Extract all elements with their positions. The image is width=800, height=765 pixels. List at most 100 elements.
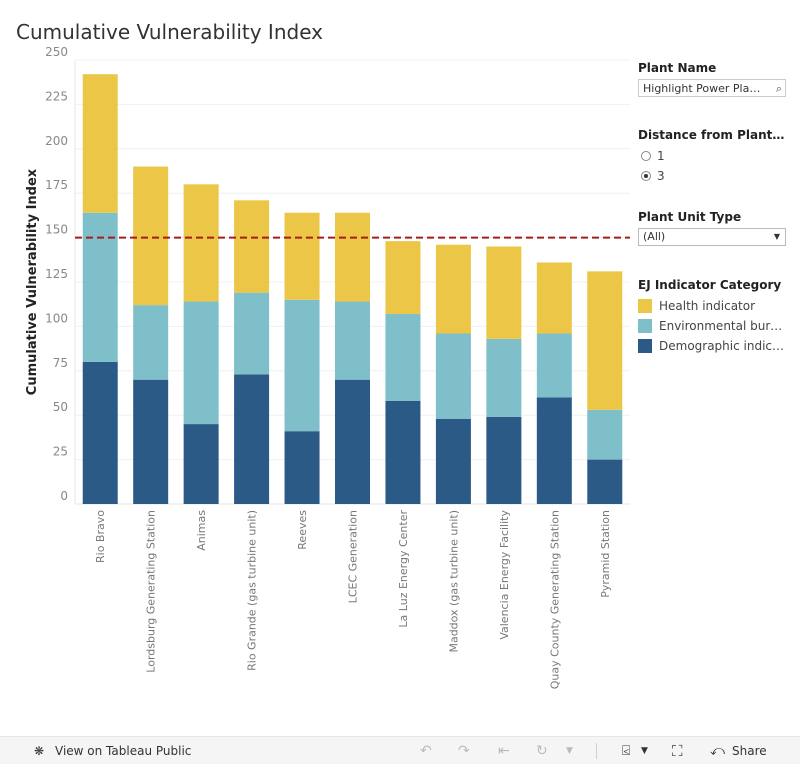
toolbar-divider (596, 743, 597, 759)
legend-item-label: Health indicator (659, 299, 785, 313)
bar-segment (335, 213, 370, 302)
bar-segment (385, 314, 420, 401)
legend-item-environmental[interactable]: Environmental burd... (638, 316, 788, 336)
legend-item-health[interactable]: Health indicator (638, 296, 788, 316)
bar-segment (335, 302, 370, 380)
x-category-label: La Luz Energy Center (397, 510, 410, 628)
unit-type-select-value: (All) (643, 230, 665, 243)
legend-swatch (638, 299, 652, 313)
plant-name-filter: Plant Name Highlight Power Plant... ⌕ (638, 61, 788, 97)
tableau-toolbar: ❋ View on Tableau Public ↶ ↷ ⇤ ↻ ▼ ⍃ ▼ ⛶… (0, 736, 800, 764)
legend-item-label: Environmental burd... (659, 319, 785, 333)
y-tick-label: 100 (45, 311, 68, 325)
view-on-tableau-link[interactable]: View on Tableau Public (55, 737, 191, 765)
bar-segment (133, 380, 168, 504)
y-tick-label: 200 (45, 134, 68, 148)
plant-name-search-input[interactable]: Highlight Power Plant... ⌕ (638, 79, 786, 97)
bar-segment (133, 305, 168, 380)
bar-segment (234, 293, 269, 375)
legend-swatch (638, 319, 652, 333)
bar-segment (436, 245, 471, 334)
legend-item-label: Demographic indica... (659, 339, 785, 353)
bar-segment (587, 410, 622, 460)
chevron-down-icon[interactable]: ▼ (774, 229, 780, 245)
search-icon[interactable]: ⌕ (776, 80, 782, 98)
bar-segment (587, 460, 622, 504)
x-category-label: Animas (195, 510, 208, 551)
bar-segment (133, 167, 168, 306)
unit-type-filter: Plant Unit Type (All) ▼ (638, 210, 788, 246)
bar-segment (83, 213, 118, 362)
bar-segment (537, 262, 572, 333)
undo-icon[interactable]: ↶ (420, 737, 432, 765)
legend: EJ Indicator Category Health indicator E… (638, 278, 788, 356)
unit-type-filter-title: Plant Unit Type (638, 210, 788, 224)
radio-button[interactable] (641, 151, 651, 161)
bar-segment (234, 200, 269, 292)
x-category-label: Rio Grande (gas turbine unit) (246, 510, 259, 671)
bar-segment (335, 380, 370, 504)
unit-type-select[interactable]: (All) ▼ (638, 228, 786, 246)
y-tick-label: 125 (45, 267, 68, 281)
bar-segment (537, 334, 572, 398)
refresh-icon[interactable]: ↻ (536, 737, 548, 765)
y-tick-label: 0 (60, 489, 68, 503)
share-button[interactable]: Share (732, 737, 767, 765)
bar-segment (285, 300, 320, 431)
y-tick-label: 175 (45, 178, 68, 192)
bar-segment (436, 334, 471, 419)
bar-segment (385, 241, 420, 314)
x-category-label: Reeves (296, 510, 309, 550)
bar-segment (486, 246, 521, 338)
share-icon[interactable]: ⤺ (710, 737, 725, 765)
y-tick-label: 75 (53, 356, 68, 370)
y-tick-label: 150 (45, 223, 68, 237)
x-category-label: LCEC Generation (347, 510, 360, 603)
bar-segment (486, 339, 521, 417)
refresh-dropdown-icon[interactable]: ▼ (566, 737, 573, 765)
bar-segment (486, 417, 521, 504)
labels-layer: 0 25 50 75 100 125 150 175 200 225 250 Rio Bravo Lor… (45, 45, 612, 689)
bar-segment (83, 362, 118, 504)
distance-filter-title: Distance from Plant (... (638, 128, 788, 142)
distance-option-3[interactable]: 3 (638, 166, 788, 186)
plant-name-search-placeholder: Highlight Power Plant... (643, 80, 763, 98)
x-category-label: Maddox (gas turbine unit) (447, 510, 460, 653)
radio-button-selected[interactable] (641, 171, 651, 181)
legend-swatch (638, 339, 652, 353)
redo-icon[interactable]: ↷ (458, 737, 470, 765)
distance-filter: Distance from Plant (... 1 3 (638, 128, 788, 186)
y-tick-label: 50 (53, 400, 68, 414)
bars-layer (83, 74, 623, 504)
x-category-label: Pyramid Station (599, 510, 612, 598)
distance-option-label: 3 (657, 169, 665, 183)
bar-segment (537, 397, 572, 504)
download-icon[interactable]: ⍃ (622, 737, 630, 765)
bar-chart: Cumulative Vulnerability Index 0 25 50 75 10… (0, 0, 630, 736)
bar-segment (184, 302, 219, 425)
bar-segment (234, 374, 269, 504)
x-category-label: Valencia Energy Facility (498, 510, 511, 640)
x-category-label: Lordsburg Generating Station (145, 510, 158, 673)
plant-name-filter-title: Plant Name (638, 61, 788, 75)
revert-icon[interactable]: ⇤ (498, 737, 510, 765)
bar-segment (285, 213, 320, 300)
tableau-logo-icon[interactable]: ❋ (34, 737, 44, 765)
fullscreen-icon[interactable]: ⛶ (672, 737, 683, 765)
bar-segment (184, 184, 219, 301)
y-axis-title: Cumulative Vulnerability Index (25, 168, 40, 395)
bar-segment (184, 424, 219, 504)
y-tick-label: 25 (53, 445, 68, 459)
bar-segment (83, 74, 118, 213)
bar-segment (436, 419, 471, 504)
y-tick-label: 225 (45, 89, 68, 103)
bar-segment (285, 431, 320, 504)
y-tick-label: 250 (45, 45, 68, 59)
download-dropdown-icon[interactable]: ▼ (641, 737, 648, 765)
legend-item-demographic[interactable]: Demographic indica... (638, 336, 788, 356)
distance-option-1[interactable]: 1 (638, 146, 788, 166)
bar-segment (587, 271, 622, 410)
bar-segment (385, 401, 420, 504)
x-category-label: Quay County Generating Station (548, 510, 561, 689)
legend-title: EJ Indicator Category (638, 278, 788, 292)
